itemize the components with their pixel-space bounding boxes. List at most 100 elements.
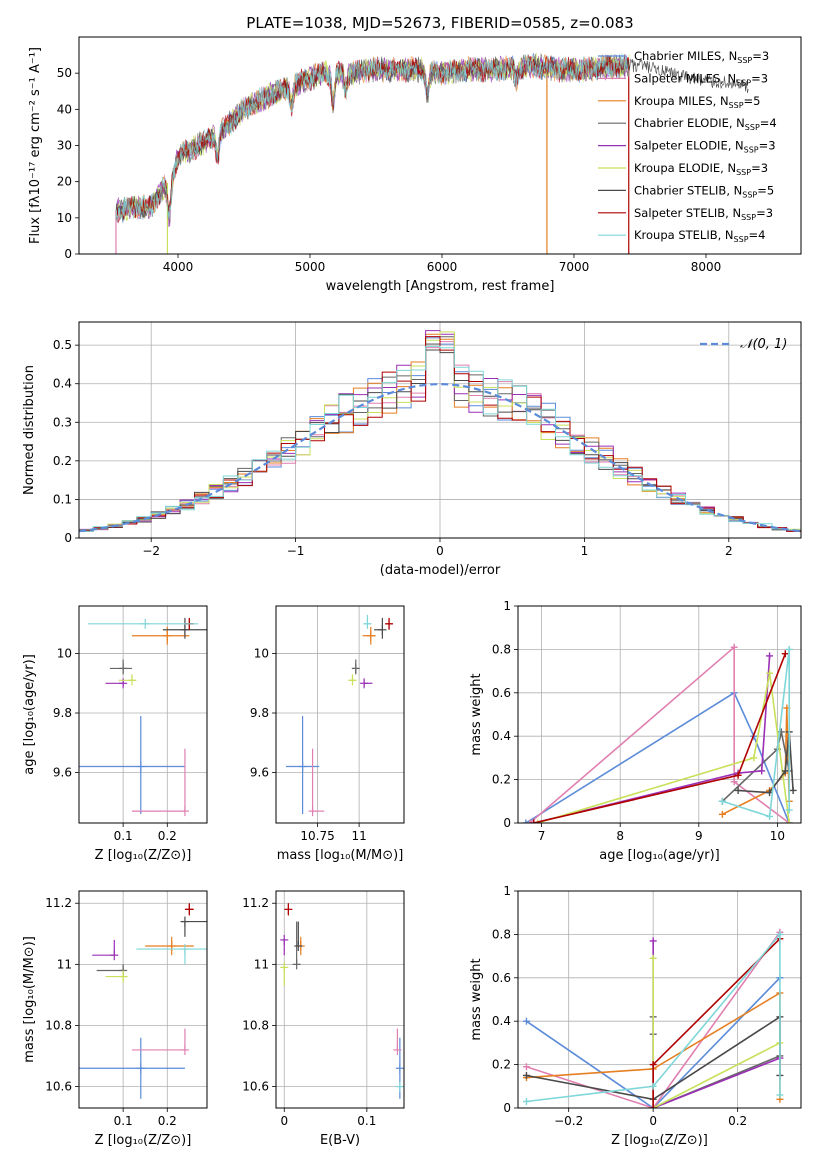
series-line: [722, 649, 790, 818]
y-tick-label: 0.2: [492, 1058, 511, 1072]
x-tick-label: 7000: [559, 260, 590, 274]
figure-title: PLATE=1038, MJD=52673, FIBERID=0585, z=0…: [246, 14, 633, 32]
series-line: [721, 731, 790, 802]
residuals-frame: [78, 321, 802, 539]
x-axis-label: (data-model)/error: [380, 563, 501, 578]
age-vs-mass-axes: 10.75 11 9.6 9.8 10 mass [log₁₀(M/M⊙)]: [250, 606, 404, 863]
errorbar-point: [284, 903, 293, 916]
y-axis-label: Normed distribution: [22, 365, 37, 495]
spectrum-extension-line: [626, 58, 749, 94]
x-axis-label: Z [log₁₀(Z/Z⊙)]: [95, 1133, 192, 1148]
y-tick-label: 1: [503, 599, 511, 613]
series-line: [533, 655, 771, 823]
x-tick-label: 0.1: [357, 1114, 376, 1128]
errorbar-point: [292, 921, 301, 970]
y-tick-label: 0.4: [53, 377, 72, 391]
age-vs-z-axes: 0.1 0.2 9.6 9.8 10 Z [log₁₀(Z/Z⊙)] age [log₁₀(…: [22, 606, 207, 863]
y-tick-label: 40: [57, 102, 72, 116]
mass-vs-z-frame: [78, 890, 208, 1109]
y-tick-label: 0: [503, 816, 511, 830]
y-tick-label: 10: [57, 211, 72, 225]
mass-vs-z-axes: 0.1 0.2 10.6 10.8 11 11.2 Z [log₁₀(Z/Z⊙)] mass …: [22, 891, 207, 1148]
x-tick-label: 0: [280, 1114, 288, 1128]
mass-vs-z-plot-area: [79, 903, 207, 1099]
y-tick-label: 0: [64, 247, 72, 261]
residuals-axes: −2 −1 0 1 2 0 0.1 0.2 0.3 0.4 0.5 (data-model)/erro…: [22, 322, 801, 578]
y-axis-label: mass weight: [469, 673, 484, 755]
legend-label: Kroupa ELODIE, NSSP=3: [634, 161, 768, 177]
histogram-steps: [79, 345, 801, 534]
y-tick-label: 0.8: [492, 642, 511, 656]
series-line: [537, 673, 790, 823]
errorbar-point: [374, 617, 387, 639]
y-tick-label: 0.6: [492, 971, 511, 985]
histogram-steps: [79, 341, 801, 533]
y-tick-label: 0: [503, 1101, 511, 1115]
x-tick-label: 0: [649, 1114, 657, 1128]
x-tick-label: 0.1: [114, 1114, 133, 1128]
x-axis-label: wavelength [Angstrom, rest frame]: [326, 279, 555, 294]
x-tick-label: 0.2: [728, 1114, 747, 1128]
spectrum-model-line: [115, 54, 630, 224]
legend-label: Salpeter MILES, NSSP=3: [634, 71, 768, 87]
x-tick-label: 10: [770, 829, 785, 843]
y-tick-label: 50: [57, 66, 72, 80]
errorbar-point: [363, 614, 372, 629]
x-tick-label: 5000: [295, 260, 326, 274]
spectrum-model-line: [115, 53, 630, 223]
series-line: [526, 932, 781, 1103]
histogram-steps: [79, 330, 801, 534]
age-vs-mass-frame: [275, 605, 405, 824]
errorbar-point: [308, 748, 325, 817]
histogram-steps: [79, 333, 801, 533]
y-tick-label: 0.4: [492, 729, 511, 743]
spectrum-axes: 4000 5000 6000 7000 8000 0 10 20 30 40 50 wavelengt…: [28, 47, 721, 294]
y-tick-label: 9.8: [250, 706, 269, 720]
age-vs-z-plot-area: [79, 617, 207, 817]
y-tick-label: 9.6: [250, 765, 269, 779]
age-vs-mass-plot-area: [285, 614, 394, 817]
x-tick-label: −0.2: [554, 1114, 583, 1128]
errorbar-point: [385, 617, 394, 630]
errorbar-point: [92, 939, 119, 961]
y-tick-label: 11.2: [242, 896, 269, 910]
x-tick-label: 4000: [163, 260, 194, 274]
histogram-steps: [79, 336, 801, 533]
mass-weight-vs-age-frame: [517, 605, 802, 824]
y-tick-label: 0.3: [53, 415, 72, 429]
x-tick-label: 6000: [427, 260, 458, 274]
errorbar-point: [184, 903, 194, 916]
errorbar-point: [395, 1081, 404, 1092]
spectrum-plot-area: [115, 52, 749, 254]
x-tick-label: 8000: [691, 260, 722, 274]
errorbar-point: [131, 748, 189, 817]
y-tick-label: 0.2: [492, 773, 511, 787]
errorbar-point: [180, 916, 207, 937]
mass-vs-ebv-plot-area: [280, 903, 404, 1099]
errorbar-point: [105, 678, 128, 689]
legend-label: Kroupa STELIB, NSSP=4: [634, 228, 765, 244]
y-tick-label: 10: [254, 647, 269, 661]
y-tick-label: 9.6: [53, 765, 72, 779]
errorbar-point: [131, 626, 190, 645]
errorbar-point: [87, 618, 199, 629]
y-tick-label: 10: [57, 647, 72, 661]
errorbar-point: [362, 626, 376, 645]
y-tick-label: 10.6: [45, 1080, 72, 1094]
x-axis-label: mass [log₁₀(M/M⊙)]: [277, 848, 404, 863]
y-axis-label: mass weight: [469, 958, 484, 1040]
gaussian-curve: [79, 382, 801, 533]
y-tick-label: 9.8: [53, 706, 72, 720]
errorbar-point: [348, 674, 357, 686]
residuals-legend: 𝒩(0, 1): [700, 337, 787, 352]
x-tick-label: 1: [581, 544, 589, 558]
errorbar-point: [280, 962, 289, 986]
x-tick-label: 9: [695, 829, 703, 843]
x-axis-label: Z [log₁₀(Z/Z⊙)]: [95, 848, 192, 863]
mass-weight-vs-age-plot-area: [522, 643, 797, 823]
x-tick-label: 0.2: [158, 829, 177, 843]
errorbar-point: [109, 659, 132, 675]
histogram-steps: [79, 337, 801, 533]
legend-label: Salpeter STELIB, NSSP=3: [634, 206, 773, 222]
y-tick-label: 10.6: [242, 1080, 269, 1094]
